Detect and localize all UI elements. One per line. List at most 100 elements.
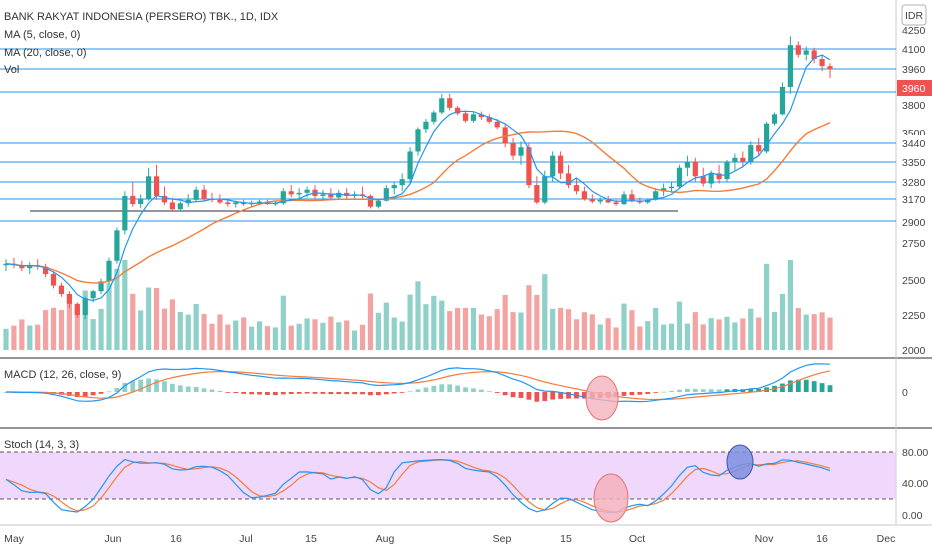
price-tick-label: 3350 (902, 157, 926, 169)
volume-bar (169, 299, 175, 350)
time-tick-label: Aug (376, 533, 395, 545)
volume-bar (82, 290, 88, 350)
volume-bar (359, 324, 366, 350)
volume-bar (668, 323, 675, 350)
macd-tick-label: 0 (902, 387, 908, 399)
candle-body (375, 200, 381, 207)
candle-body (740, 157, 746, 162)
volume-bar (661, 324, 667, 350)
macd-histogram-bar (684, 388, 690, 392)
macd-histogram-bar (415, 389, 421, 392)
price-tick-box (897, 41, 932, 57)
macd-histogram-bar (780, 383, 785, 392)
macd-histogram-bar (169, 383, 175, 392)
macd-histogram-bar (471, 388, 476, 392)
volume-bar (27, 325, 33, 350)
macd-histogram-bar (217, 390, 223, 392)
currency-badge-label: IDR (905, 10, 924, 22)
price-tick-label: 2250 (902, 310, 926, 322)
macd-histogram-bar (748, 388, 754, 392)
price-tick-label: 3170 (902, 194, 926, 206)
volume-bar (225, 324, 231, 350)
last-price-label: 3960 (902, 83, 926, 95)
stoch-tick-label: 80.00 (902, 447, 928, 459)
last-price-box (897, 80, 932, 96)
volume-bar (122, 260, 128, 350)
volume-bar (19, 319, 25, 350)
candle-body (296, 192, 302, 195)
candle-body (550, 155, 556, 177)
volume-bar (629, 310, 635, 350)
volume-bar (534, 295, 540, 350)
volume-bar (50, 307, 57, 350)
stoch-axis: 80.00 40.00 0.00 (902, 447, 928, 522)
volume-bar (146, 287, 152, 350)
volume-bar (423, 304, 429, 350)
candle-body (161, 195, 168, 203)
candle-body (114, 230, 120, 261)
macd-histogram-bar (669, 390, 674, 392)
macd-histogram-bar (162, 381, 167, 392)
candle-body (74, 303, 80, 315)
volume-bar (11, 325, 17, 350)
volume-bar (66, 302, 72, 350)
candle-body (106, 260, 112, 282)
candle-body (676, 167, 683, 187)
macd-histogram-bar (114, 388, 120, 392)
volume-bar (256, 321, 263, 350)
candle-body (581, 191, 587, 199)
price-tick-label: 4100 (902, 44, 926, 56)
macd-panel (3, 363, 833, 403)
macd-annotation-circle (585, 375, 619, 421)
candle-body (803, 50, 809, 55)
currency-badge[interactable] (901, 4, 927, 26)
volume-bar (153, 287, 160, 350)
candle-body (344, 192, 350, 196)
macd-histogram-bar (122, 382, 128, 392)
volume-bar (185, 314, 191, 350)
macd-histogram-bar (756, 388, 762, 392)
candle-body (494, 121, 500, 128)
volume-bar (106, 283, 112, 350)
candle-body (534, 185, 540, 203)
candle-body (526, 147, 532, 186)
volume-bar (98, 308, 104, 350)
macd-histogram-bar (629, 392, 635, 396)
volume-bar (383, 302, 389, 350)
candle-body (724, 162, 730, 180)
candle-body (138, 199, 144, 205)
candle-body (661, 188, 667, 192)
volume-bar (462, 307, 469, 350)
macd-histogram-bar (692, 388, 698, 392)
price-tick-box (897, 214, 932, 230)
chart-title: BANK RAKYAT INDONESIA (PERSERO) TBK., 1D… (4, 11, 279, 23)
macd-signal-line (6, 370, 831, 401)
stoch-lines (5, 458, 831, 514)
candle-body (565, 173, 572, 186)
volume-bar (280, 295, 286, 350)
candle-body (431, 112, 437, 122)
candle-body (241, 202, 247, 205)
candle-body (217, 199, 223, 203)
candle-body (787, 45, 793, 87)
candle-body (304, 189, 310, 193)
macd-histogram-bar (177, 385, 183, 392)
macd-histogram-bar (90, 392, 96, 396)
volume-bar (558, 307, 564, 350)
price-tick-label: 4250 (902, 25, 926, 37)
volume-bar (486, 316, 492, 350)
candle-body (470, 114, 477, 121)
macd-histogram-bar (130, 380, 136, 392)
macd-histogram-bar (423, 387, 429, 392)
macd-histogram-bar (510, 392, 516, 398)
candle-body (732, 157, 738, 162)
macd-histogram-bar (677, 389, 682, 392)
macd-histogram-bar (98, 392, 104, 394)
candle-body (407, 151, 413, 180)
candle-body (98, 281, 104, 292)
candle-body (771, 114, 778, 124)
price-tick-label: 2500 (902, 275, 926, 287)
macd-histogram-bar (288, 392, 294, 395)
candle-body (130, 195, 136, 205)
